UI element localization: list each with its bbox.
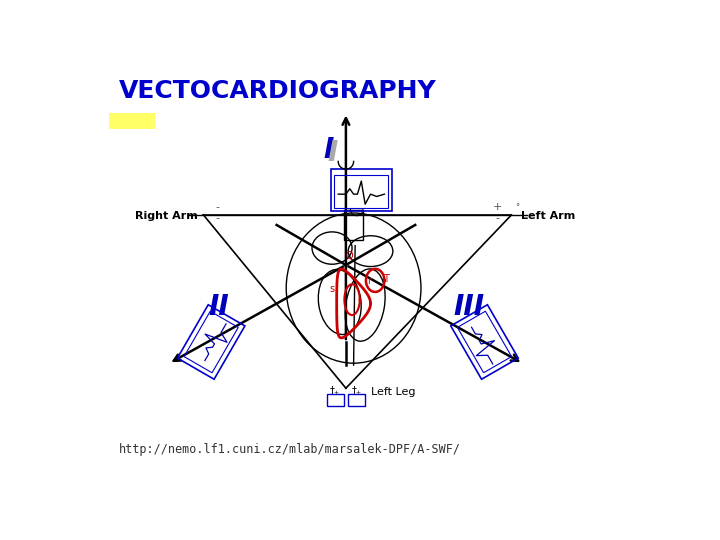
Text: †₊: †₊ (330, 386, 340, 395)
Text: °: ° (516, 204, 520, 212)
Text: †₊: †₊ (351, 386, 361, 395)
Text: r: r (367, 276, 371, 286)
Text: -: - (495, 213, 500, 223)
Text: I: I (324, 136, 334, 164)
Text: -: - (215, 213, 220, 223)
Text: III: III (454, 293, 485, 321)
Text: II: II (209, 293, 229, 321)
Text: Right Arm: Right Arm (135, 212, 197, 221)
Text: I: I (328, 139, 338, 166)
Text: -: - (215, 202, 220, 212)
Text: Left Arm: Left Arm (521, 212, 575, 221)
Text: +: + (493, 202, 503, 212)
Text: T: T (383, 274, 389, 284)
Bar (109, 112, 155, 130)
Bar (344, 210, 363, 240)
Text: s: s (330, 284, 335, 294)
Text: Left Leg: Left Leg (371, 387, 415, 397)
Text: http://nemo.lf1.cuni.cz/mlab/marsalek-DPF/A-SWF/: http://nemo.lf1.cuni.cz/mlab/marsalek-DP… (119, 443, 461, 456)
Text: Q: Q (346, 251, 354, 261)
Text: VECTOCARDIOGRAPHY: VECTOCARDIOGRAPHY (119, 79, 436, 103)
